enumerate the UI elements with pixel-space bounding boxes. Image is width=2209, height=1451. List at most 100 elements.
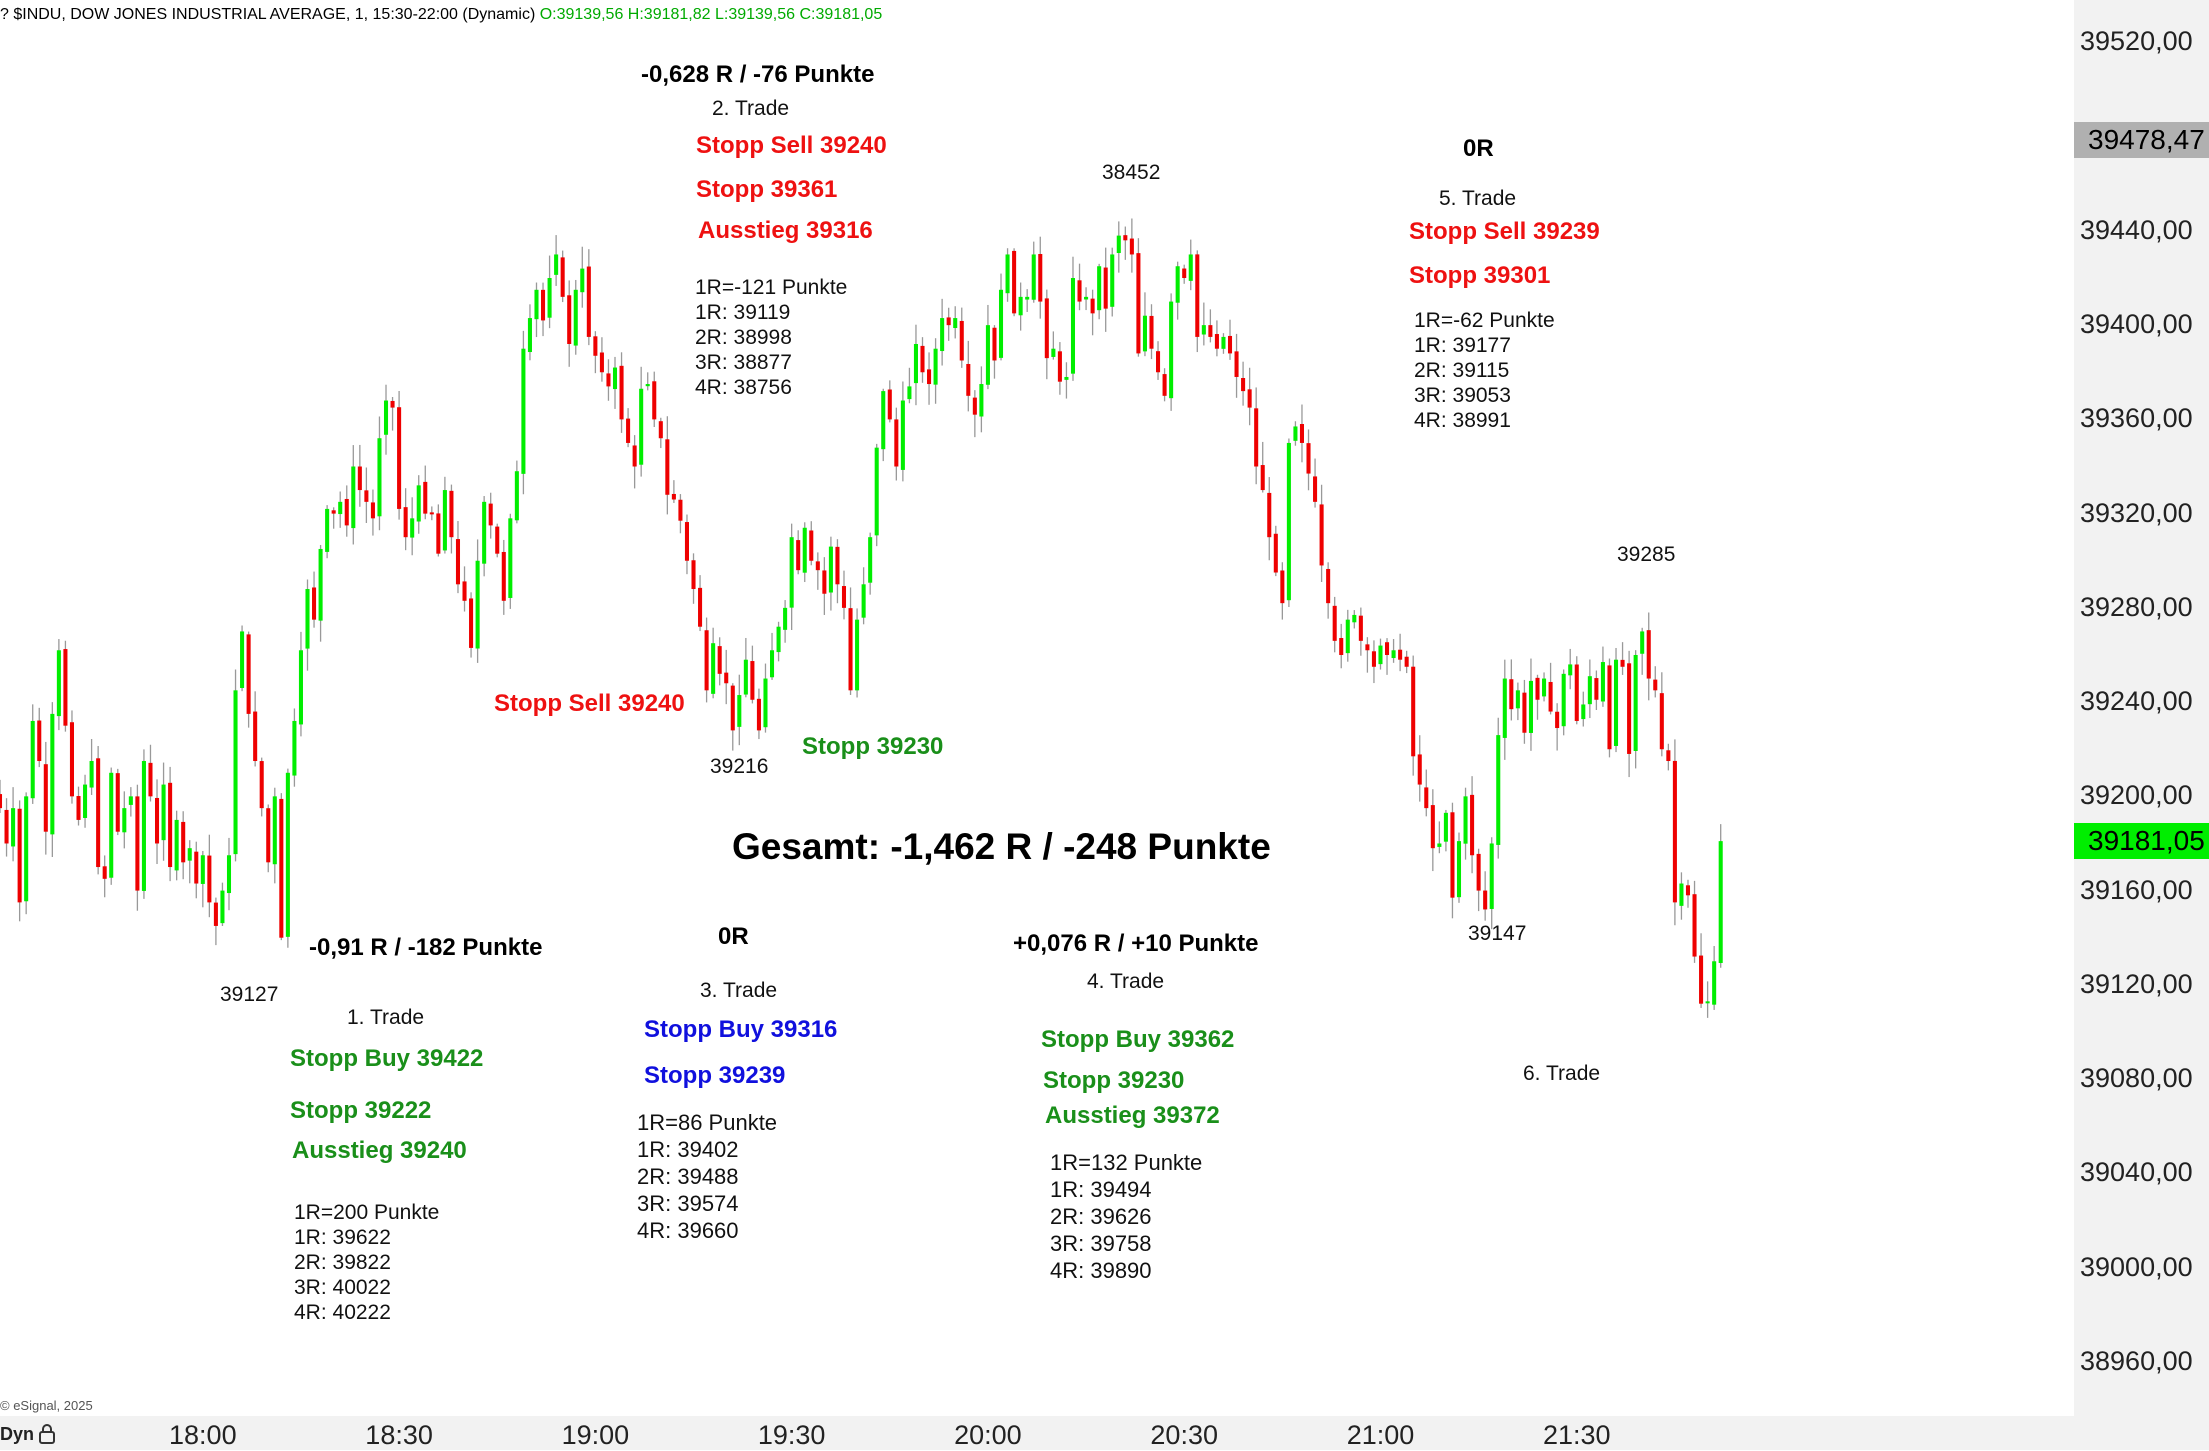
candle-body [1555, 711, 1560, 729]
candle-body [1620, 659, 1625, 667]
dynamic-mode-label[interactable]: Dyn [0, 1424, 35, 1444]
trade4-result: +0,076 R / +10 Punkte [1013, 930, 1259, 957]
time-tick-label: 19:30 [757, 1420, 826, 1450]
candle-body [1306, 443, 1311, 474]
candle-body [508, 518, 513, 598]
stopp-sell-annotation: Stopp Sell 39240 [494, 690, 685, 717]
candle-body [730, 685, 735, 731]
candle-body [410, 518, 415, 538]
candle-body [1044, 298, 1049, 359]
price-tick-label: 38960,00 [2080, 1345, 2193, 1376]
candle-body [1640, 631, 1645, 654]
candle-body [815, 561, 820, 571]
price-tick-label: 39200,00 [2080, 780, 2193, 811]
candle-body [861, 584, 866, 618]
candle-body [606, 373, 611, 387]
trade4-label: 4. Trade [1087, 970, 1165, 993]
price-tick-label: 39320,00 [2080, 497, 2193, 528]
price-tick-label: 39400,00 [2080, 309, 2193, 340]
candle-body [1254, 408, 1259, 467]
candle-body [1234, 351, 1239, 377]
candle-body [1568, 664, 1573, 676]
candle-body [1280, 570, 1285, 604]
candle-body [495, 526, 500, 554]
candle-body [1293, 426, 1298, 441]
candle-body [1064, 376, 1069, 380]
candle-body [1057, 351, 1062, 382]
candle-body [1509, 679, 1514, 710]
candle-body [1594, 678, 1599, 700]
candle-body [953, 318, 958, 329]
candle-body [482, 501, 487, 564]
candle-body [698, 587, 703, 627]
candle-body [913, 343, 918, 384]
candle-body [449, 490, 454, 538]
candle-body [455, 539, 461, 585]
candle-body [966, 363, 971, 396]
candle-body [1169, 301, 1174, 399]
candle-body [128, 796, 133, 805]
trade4-levels: 1R=132 Punkte 1R: 39494 2R: 39626 3R: 39… [1050, 1150, 1203, 1283]
candle-body [1221, 336, 1226, 349]
candle-body [534, 289, 539, 320]
candle-body [1142, 315, 1147, 352]
candle-body [1398, 649, 1403, 660]
candle-body [96, 758, 101, 868]
candle-body [1188, 254, 1193, 281]
candlestick-chart[interactable] [0, 0, 2074, 1416]
high-label-1: 38452 [1102, 161, 1161, 184]
candle-body [233, 690, 238, 855]
trade4-entry: Stopp Buy 39362 [1041, 1026, 1235, 1053]
trade4-stop: Stopp 39230 [1043, 1067, 1185, 1094]
time-axis[interactable] [0, 1416, 2074, 1450]
candle-body [1385, 642, 1390, 655]
candle-body [684, 522, 689, 561]
candle-body [1705, 1001, 1710, 1004]
candle-body [43, 764, 48, 832]
candle-body [1515, 690, 1520, 709]
candle-body [1685, 885, 1691, 896]
lock-icon[interactable] [38, 1423, 56, 1445]
candle-body [580, 268, 585, 293]
price-axis[interactable] [2074, 0, 2209, 1450]
trade2-result: -0,628 R / -76 Punkte [641, 61, 875, 88]
price-tick-label: 39520,00 [2080, 26, 2193, 57]
candle-body [541, 289, 546, 321]
candle-body [89, 761, 94, 788]
candle-body [246, 634, 251, 714]
candle-body [168, 782, 173, 868]
candle-body [1129, 238, 1134, 255]
trade1-label: 1. Trade [347, 1006, 425, 1029]
candle-body [1084, 296, 1089, 300]
candle-body [1522, 692, 1527, 733]
trade6-label: 6. Trade [1523, 1062, 1601, 1085]
time-tick-label: 18:00 [169, 1420, 237, 1450]
price-tick-label: 39240,00 [2080, 686, 2193, 717]
candle-body [1247, 389, 1252, 408]
candle-body [390, 400, 395, 408]
candle-body [1110, 254, 1115, 307]
candle-body [1476, 853, 1481, 891]
candle-body [1672, 760, 1677, 903]
candle-body [0, 794, 3, 809]
candle-body [331, 510, 336, 514]
candle-body [292, 720, 297, 776]
candle-body [665, 439, 670, 495]
candle-body [717, 646, 722, 674]
candle-body [4, 809, 9, 844]
candle-body [1535, 677, 1540, 700]
candle-body [1031, 254, 1036, 300]
candle-body [76, 796, 81, 820]
candle-body [259, 761, 264, 809]
candle-body [573, 289, 578, 346]
candle-body [1489, 843, 1494, 909]
candle-body [1005, 254, 1010, 294]
ohlc-readout: O:39139,56 H:39181,82 L:39139,56 C:39181… [539, 6, 883, 23]
candle-body [220, 890, 225, 924]
candle-body [1267, 492, 1272, 538]
candle-body [338, 501, 343, 515]
candle-body [475, 560, 480, 649]
candle-body [946, 317, 951, 326]
candle-body [1012, 250, 1017, 314]
candle-body [1718, 841, 1723, 963]
